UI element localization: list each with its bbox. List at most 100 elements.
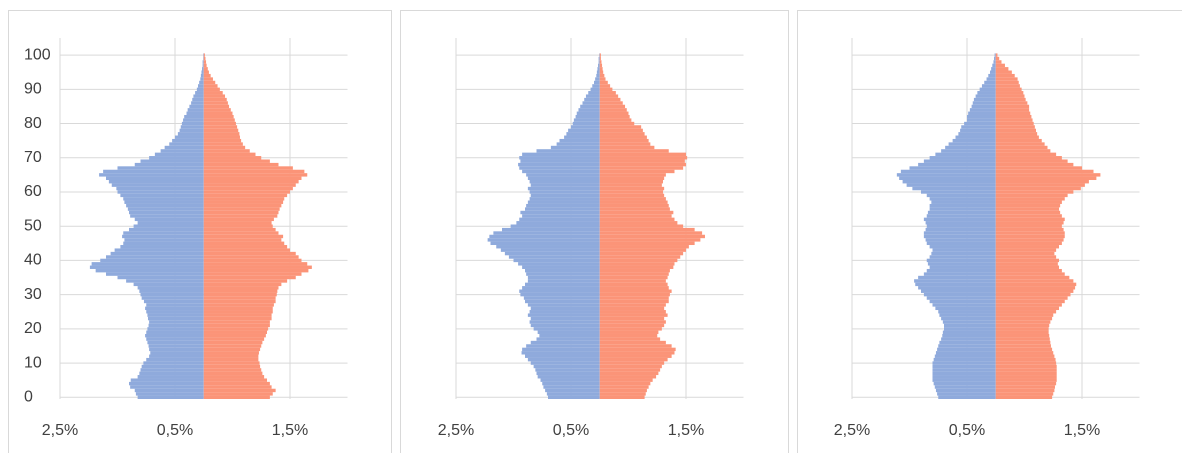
bar — [124, 238, 204, 242]
bar — [931, 251, 996, 256]
bar — [525, 299, 600, 304]
bar — [599, 156, 688, 160]
bar — [530, 323, 600, 328]
bar — [203, 156, 262, 160]
y-tick-label: 60 — [24, 183, 42, 200]
bar — [203, 245, 288, 249]
bar — [203, 207, 280, 211]
bar — [580, 104, 600, 109]
bar — [599, 169, 675, 174]
bar — [961, 125, 996, 129]
bar — [934, 354, 996, 358]
bar — [929, 203, 996, 208]
bar — [526, 203, 600, 208]
bar — [995, 142, 1045, 146]
bar — [203, 70, 209, 74]
bar — [146, 303, 204, 307]
bar — [599, 313, 668, 317]
bar — [493, 231, 600, 235]
bar — [550, 145, 600, 150]
bar — [141, 296, 204, 300]
bar — [934, 385, 996, 389]
bar — [203, 135, 240, 139]
bar — [991, 67, 996, 71]
bar — [91, 262, 204, 266]
bar — [995, 313, 1054, 317]
bar — [599, 91, 616, 95]
bar — [134, 217, 204, 222]
bar — [938, 310, 996, 314]
bar — [203, 385, 272, 389]
bar — [995, 227, 1064, 232]
bar — [203, 361, 260, 365]
bar — [995, 395, 1053, 399]
bar — [529, 310, 600, 314]
bar — [202, 63, 204, 68]
bar — [203, 344, 262, 348]
bar — [599, 101, 623, 105]
bar — [986, 77, 996, 81]
bar — [143, 299, 204, 304]
bar — [995, 190, 1074, 194]
bar — [929, 197, 996, 201]
bar — [942, 333, 996, 338]
bar — [995, 111, 1031, 115]
bar — [122, 234, 204, 239]
bar — [599, 166, 684, 170]
bar — [899, 176, 996, 181]
bar — [203, 169, 305, 174]
bar — [995, 378, 1057, 382]
bar — [584, 97, 600, 102]
bar — [929, 207, 996, 211]
bar — [995, 135, 1039, 139]
bar — [519, 289, 600, 293]
bar — [123, 241, 204, 246]
bar — [935, 388, 996, 393]
bar — [599, 337, 661, 341]
bar — [995, 125, 1035, 129]
bar — [935, 351, 996, 355]
bar — [599, 142, 651, 146]
bar — [995, 351, 1054, 355]
bar — [995, 268, 1062, 273]
y-tick-label: 100 — [24, 46, 51, 63]
bar — [939, 340, 996, 345]
bar — [932, 361, 996, 365]
bar — [134, 388, 204, 393]
bar — [995, 262, 1058, 266]
bar — [995, 94, 1025, 98]
bar — [522, 265, 600, 269]
bar — [599, 173, 666, 177]
bar — [958, 132, 996, 136]
bar — [203, 395, 270, 399]
bar — [995, 203, 1061, 208]
bar — [200, 77, 204, 81]
bar — [995, 156, 1062, 160]
bar — [995, 197, 1065, 201]
bar — [527, 200, 600, 204]
bar — [995, 310, 1057, 314]
bar — [127, 207, 204, 211]
bar — [599, 108, 627, 112]
bar — [921, 289, 996, 293]
bar — [599, 368, 661, 372]
bar — [599, 357, 668, 362]
bar — [599, 320, 666, 324]
bar — [923, 272, 996, 276]
bar — [599, 375, 657, 379]
bar — [523, 296, 600, 300]
bar — [160, 149, 204, 153]
bar — [530, 183, 600, 187]
x-tick-label: 1,5% — [668, 422, 704, 439]
bar — [995, 217, 1065, 222]
bar — [585, 94, 600, 98]
bar — [995, 108, 1030, 112]
bar — [995, 392, 1054, 396]
bar — [596, 73, 600, 78]
bar — [203, 262, 308, 266]
bar — [975, 94, 996, 98]
bar — [537, 375, 600, 379]
bar — [599, 80, 608, 85]
bar — [203, 94, 226, 98]
